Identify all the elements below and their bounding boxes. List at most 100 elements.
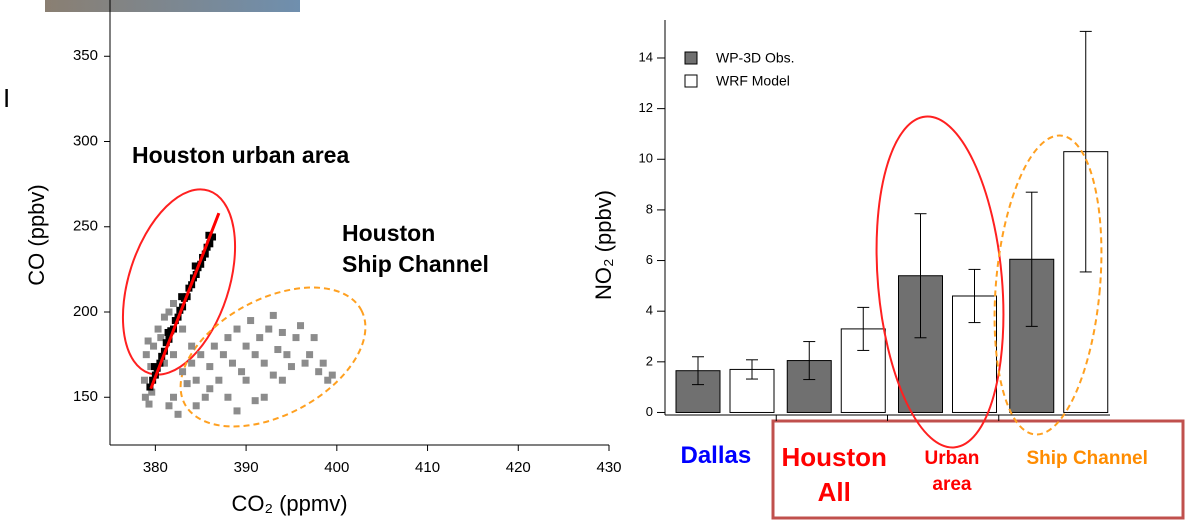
highlight-ellipse — [121, 188, 237, 376]
point — [247, 317, 255, 325]
point — [157, 334, 165, 342]
point — [283, 351, 291, 359]
point — [228, 359, 236, 367]
x-tick-label: 380 — [143, 459, 168, 476]
point — [292, 334, 300, 342]
y-tick-label: 200 — [73, 303, 98, 320]
point — [274, 346, 282, 354]
category-label: Urban area — [924, 448, 980, 495]
point — [188, 342, 196, 350]
x-tick-label: 410 — [415, 459, 440, 476]
y-tick-label: 8 — [646, 201, 653, 216]
point — [160, 359, 168, 367]
error-bar — [914, 213, 927, 339]
highlight-ellipse — [875, 115, 1005, 449]
x-axis-label: CO₂ (ppmv) — [231, 491, 347, 516]
legend-swatch — [684, 51, 698, 65]
point — [224, 334, 232, 342]
point — [278, 328, 286, 336]
error-bar — [803, 341, 816, 381]
point — [197, 351, 205, 359]
point — [164, 328, 172, 336]
point — [306, 351, 314, 359]
category-label: Houston All — [781, 442, 887, 508]
point — [206, 363, 214, 371]
point — [147, 363, 155, 371]
x-tick-label: 430 — [596, 459, 621, 476]
category-label: Ship Channel — [1026, 448, 1148, 469]
annotation: Houston urban area — [132, 142, 350, 168]
point — [192, 376, 200, 384]
point — [165, 308, 173, 316]
point — [191, 262, 199, 270]
point — [178, 293, 186, 301]
point — [224, 393, 232, 401]
point — [269, 311, 277, 319]
highlight-ellipse — [993, 134, 1103, 436]
point — [297, 322, 305, 330]
fit-line — [149, 212, 221, 390]
error-bar — [1025, 191, 1038, 327]
point — [192, 402, 200, 410]
point — [140, 376, 148, 384]
x-tick-label: 390 — [234, 459, 259, 476]
point — [265, 325, 273, 333]
highlight-box — [771, 419, 1185, 520]
y-axis-label: CO (ppbv) — [24, 184, 49, 285]
error-bar — [968, 268, 981, 324]
point — [154, 325, 162, 333]
point — [160, 313, 168, 321]
legend-swatch — [684, 74, 698, 88]
point — [170, 393, 178, 401]
point — [210, 342, 218, 350]
y-tick-label: 6 — [646, 252, 653, 267]
point — [278, 376, 286, 384]
point — [179, 325, 187, 333]
point — [233, 407, 241, 415]
y-tick-label: 0 — [646, 404, 653, 419]
point — [174, 410, 182, 418]
error-bar — [1079, 30, 1092, 273]
point — [215, 376, 223, 384]
legend-label: WP-3D Obs. — [716, 50, 795, 66]
category-label: Dallas — [680, 442, 752, 469]
error-bar — [857, 306, 870, 351]
x-tick-label: 420 — [506, 459, 531, 476]
y-tick-label: 150 — [73, 388, 98, 405]
point — [287, 363, 295, 371]
point — [170, 299, 178, 307]
margin-text: I — [3, 83, 10, 113]
point — [328, 371, 336, 379]
point — [301, 359, 309, 367]
error-bar — [692, 356, 704, 386]
point — [148, 388, 156, 396]
point — [150, 342, 158, 350]
point — [209, 233, 217, 241]
y-axis-label: NO₂ (ppbv) — [591, 190, 616, 300]
point — [201, 250, 209, 258]
point — [315, 368, 323, 376]
x-tick-label: 400 — [324, 459, 349, 476]
point — [150, 363, 158, 371]
annotation: Houston Ship Channel — [342, 220, 489, 278]
point — [219, 351, 227, 359]
point — [256, 334, 264, 342]
point — [260, 393, 268, 401]
highlight-ellipse — [179, 286, 367, 428]
point — [269, 371, 277, 379]
point — [144, 337, 152, 345]
point — [141, 393, 149, 401]
point — [145, 400, 153, 408]
y-tick-label: 2 — [646, 353, 653, 368]
y-tick-label: 350 — [73, 47, 98, 64]
point — [242, 342, 250, 350]
point — [233, 325, 241, 333]
photo-fragment — [45, 0, 300, 12]
point — [310, 334, 318, 342]
point — [260, 359, 268, 367]
point — [251, 351, 259, 359]
point — [142, 351, 150, 359]
y-tick-label: 12 — [639, 100, 653, 115]
